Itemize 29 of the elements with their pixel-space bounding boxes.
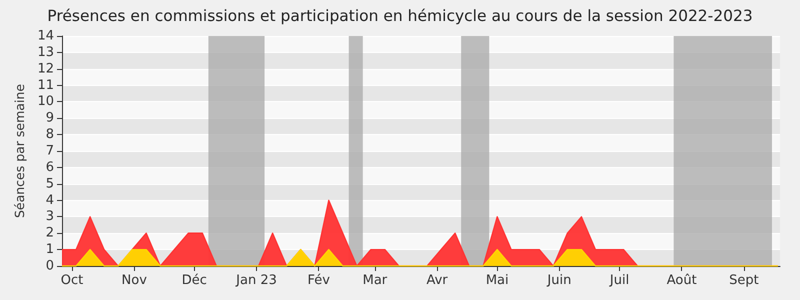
y-tick-label: 12 [37, 61, 54, 76]
x-tick-label: Juil [608, 273, 630, 288]
x-tick-label: Mar [362, 273, 388, 288]
y-tick-label: 7 [46, 144, 54, 158]
x-tick-label: Juin [546, 273, 572, 288]
x-tick-label: Nov [122, 273, 148, 288]
x-tick-label: Jan 23 [235, 273, 277, 288]
x-tick-label: Août [666, 273, 697, 288]
x-tick-label: Oct [60, 273, 84, 288]
x-tick-label: Sept [729, 273, 759, 288]
x-tick-label: Déc [182, 273, 207, 288]
y-tick-label: 0 [46, 258, 54, 274]
y-tick-label: 3 [46, 209, 54, 224]
x-tick-label: Avr [426, 273, 448, 288]
y-tick-label: 1 [46, 242, 54, 258]
y-tick-label: 11 [37, 78, 54, 93]
x-tick-label: Mai [486, 273, 509, 288]
y-tick-label: 2 [46, 226, 54, 241]
y-tick-label: 4 [46, 192, 54, 208]
y-tick-label: 13 [37, 44, 54, 60]
y-axis-title: Séances par semaine [12, 84, 27, 218]
y-tick-label: 6 [46, 160, 54, 175]
y-tick-label: 9 [46, 110, 54, 126]
y-tick-label: 10 [37, 94, 54, 110]
y-tick-label: 14 [37, 28, 54, 44]
y-tick-label: 5 [46, 176, 54, 192]
y-tick-label: 8 [46, 127, 54, 142]
chart-title: Présences en commissions et participation en hémicycle au cours de la session 2022-2023 [47, 7, 753, 25]
x-tick-label: Fév [307, 273, 330, 288]
